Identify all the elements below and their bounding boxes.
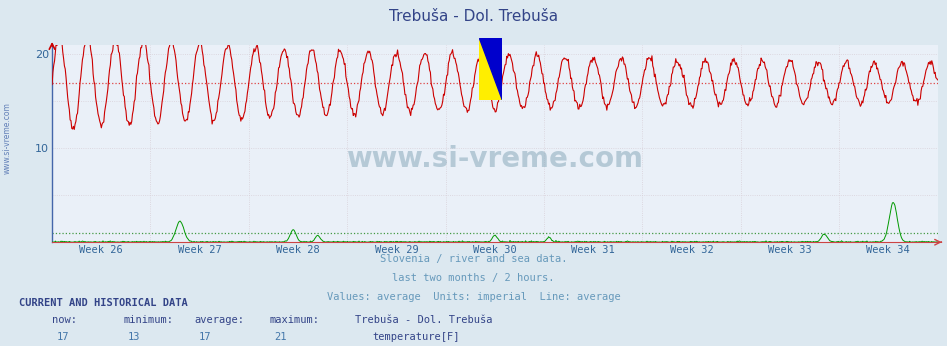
Text: Values: average  Units: imperial  Line: average: Values: average Units: imperial Line: av…: [327, 292, 620, 302]
Polygon shape: [478, 38, 502, 100]
Text: CURRENT AND HISTORICAL DATA: CURRENT AND HISTORICAL DATA: [19, 298, 188, 308]
Text: 13: 13: [128, 332, 140, 342]
Text: now:: now:: [52, 315, 77, 325]
Text: Slovenia / river and sea data.: Slovenia / river and sea data.: [380, 254, 567, 264]
Text: 17: 17: [57, 332, 69, 342]
Text: last two months / 2 hours.: last two months / 2 hours.: [392, 273, 555, 283]
Text: www.si-vreme.com: www.si-vreme.com: [3, 102, 12, 174]
Text: maximum:: maximum:: [270, 315, 320, 325]
Text: 21: 21: [275, 332, 287, 342]
Text: average:: average:: [194, 315, 244, 325]
Text: Trebuša - Dol. Trebuša: Trebuša - Dol. Trebuša: [355, 315, 492, 325]
Text: www.si-vreme.com: www.si-vreme.com: [347, 145, 643, 173]
Text: 17: 17: [199, 332, 211, 342]
Polygon shape: [478, 38, 502, 100]
Text: minimum:: minimum:: [123, 315, 173, 325]
Text: Trebuša - Dol. Trebuša: Trebuša - Dol. Trebuša: [389, 9, 558, 24]
Text: temperature[F]: temperature[F]: [372, 332, 459, 342]
